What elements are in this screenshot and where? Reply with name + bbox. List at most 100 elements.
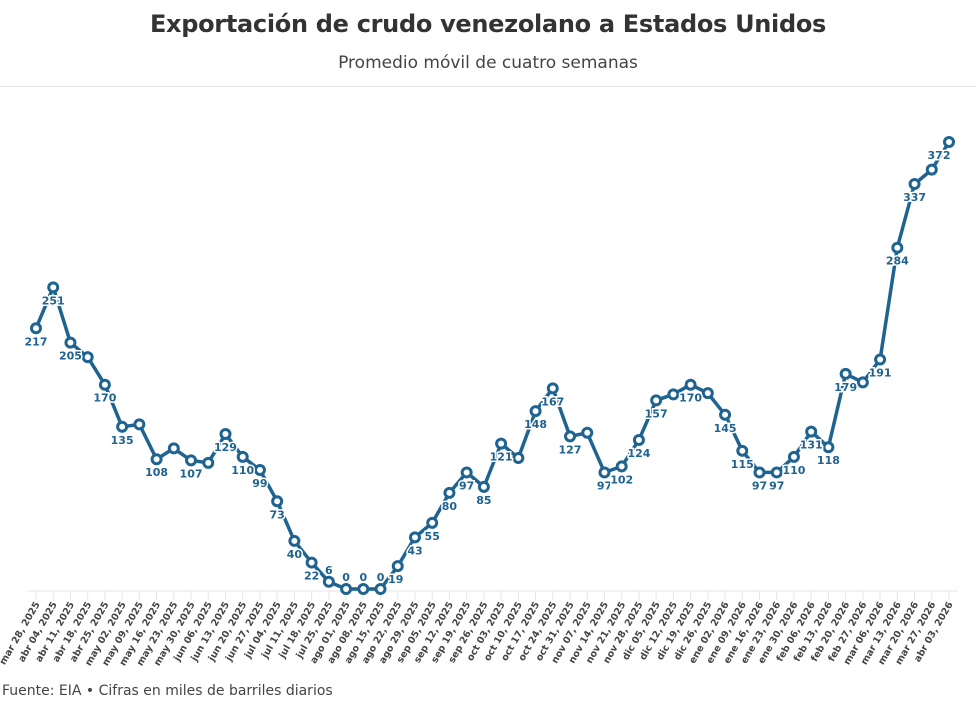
- data-label: 110: [231, 464, 254, 477]
- data-label: 0: [359, 571, 367, 584]
- data-label: 124: [627, 447, 650, 460]
- data-point: [288, 534, 301, 547]
- data-label: 97: [769, 479, 784, 492]
- data-point: [236, 450, 249, 463]
- data-label: 107: [180, 467, 203, 480]
- data-label: 135: [111, 434, 134, 447]
- data-point: [202, 456, 215, 469]
- data-point: [512, 452, 525, 465]
- data-point: [391, 560, 404, 573]
- data-point: [322, 575, 335, 588]
- header-divider: [0, 86, 976, 87]
- data-label: 372: [928, 149, 951, 162]
- data-point: [615, 460, 628, 473]
- data-label: 217: [25, 335, 48, 348]
- data-point: [271, 495, 284, 508]
- data-point: [408, 531, 421, 544]
- data-point: [64, 336, 77, 349]
- data-point: [47, 281, 60, 294]
- data-point: [632, 434, 645, 446]
- data-label: 73: [270, 508, 285, 521]
- data-label: 80: [442, 500, 458, 513]
- data-point: [81, 351, 94, 364]
- data-point: [167, 442, 180, 455]
- data-label: 121: [490, 451, 513, 464]
- data-label: 22: [304, 570, 319, 583]
- data-point: [839, 367, 852, 380]
- data-label: 284: [886, 255, 909, 268]
- data-label: 337: [903, 191, 926, 204]
- data-label: 127: [559, 443, 582, 456]
- data-point: [305, 556, 318, 569]
- data-point: [443, 486, 456, 499]
- data-point: [495, 437, 508, 450]
- data-point: [667, 388, 680, 401]
- data-point: [116, 420, 129, 433]
- data-label: 129: [214, 441, 237, 454]
- data-point: [805, 425, 818, 438]
- data-label: 251: [42, 294, 65, 307]
- data-label: 97: [752, 479, 767, 492]
- data-point: [753, 466, 766, 479]
- data-label: 85: [476, 494, 491, 507]
- data-point: [770, 466, 783, 479]
- data-point: [943, 136, 955, 148]
- source-note: Fuente: EIA • Cifras en miles de barrile…: [2, 683, 333, 699]
- data-point: [925, 163, 938, 176]
- data-point: [185, 454, 198, 467]
- data-label: 6: [325, 564, 333, 577]
- data-point: [374, 583, 387, 595]
- data-point: [701, 387, 714, 400]
- data-point: [460, 466, 473, 479]
- data-label: 191: [869, 366, 892, 379]
- data-label: 19: [388, 573, 403, 586]
- data-point: [30, 322, 42, 335]
- data-label: 131: [800, 439, 823, 452]
- data-point: [650, 394, 663, 407]
- data-point: [98, 378, 111, 391]
- data-point: [564, 430, 577, 443]
- data-point: [787, 450, 800, 463]
- data-point: [598, 466, 611, 479]
- chart-title: Exportación de crudo venezolano a Estado…: [149, 10, 827, 38]
- data-point: [426, 516, 439, 529]
- data-label: 179: [834, 381, 857, 394]
- chart-subtitle: Promedio móvil de cuatro semanas: [338, 53, 638, 73]
- data-point: [719, 408, 732, 421]
- data-label: 205: [59, 350, 82, 363]
- data-point: [340, 583, 353, 595]
- series-line: [34, 141, 951, 591]
- data-point: [581, 426, 594, 439]
- data-label: 170: [93, 392, 116, 405]
- data-point: [822, 441, 835, 454]
- data-label: 110: [782, 464, 805, 477]
- data-point: [253, 464, 266, 477]
- data-label: 97: [459, 479, 474, 492]
- data-label: 148: [524, 418, 547, 431]
- data-label: 43: [407, 544, 422, 557]
- data-point: [477, 480, 490, 493]
- data-label: 108: [145, 466, 168, 479]
- data-label: 145: [714, 422, 737, 435]
- data-label: 102: [610, 473, 633, 486]
- data-point: [891, 241, 904, 254]
- data-label: 40: [287, 548, 303, 561]
- data-point: [684, 378, 697, 391]
- data-point: [546, 382, 559, 395]
- data-point: [150, 453, 163, 466]
- data-label: 55: [425, 530, 440, 543]
- data-label: 97: [597, 479, 612, 492]
- data-label: 157: [645, 407, 668, 420]
- data-point: [736, 444, 749, 457]
- data-point: [357, 583, 370, 595]
- data-point: [529, 405, 542, 418]
- data-label: 115: [731, 458, 754, 471]
- data-point: [908, 178, 921, 191]
- data-point: [874, 353, 887, 366]
- data-point: [133, 418, 146, 431]
- data-label: 118: [817, 454, 840, 467]
- data-label: 170: [679, 392, 702, 405]
- data-label: 167: [541, 395, 564, 408]
- data-label: 0: [342, 571, 350, 584]
